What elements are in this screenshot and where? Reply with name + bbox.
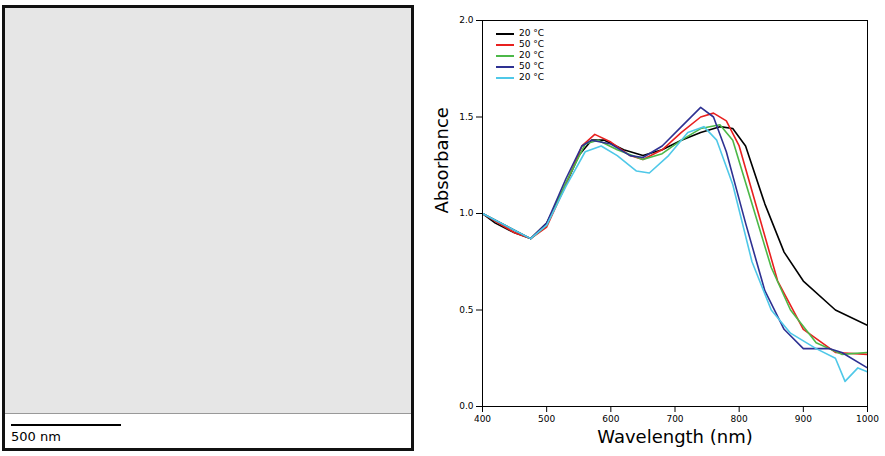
html-text:20 °C: 20 °C [519,50,545,60]
svg-text:400: 400 [474,414,491,424]
svg-text:600: 600 [602,414,619,424]
html-text:20 °C: 20 °C [519,72,545,82]
svg-text:800: 800 [731,414,748,424]
svg-text:0.5: 0.5 [459,305,473,315]
svg-text:1.0: 1.0 [459,208,474,218]
svg-text:Wavelength (nm): Wavelength (nm) [597,426,753,447]
svg-text:0.0: 0.0 [459,401,474,411]
svg-text:2.0: 2.0 [459,15,474,25]
html-text:500 nm: 500 nm [11,429,61,444]
svg-text:500: 500 [538,414,555,424]
html-text:50 °C: 50 °C [519,61,545,71]
html-text:50 °C: 50 °C [519,39,545,49]
html-text:20 °C: 20 °C [519,28,545,38]
svg-text:700: 700 [666,414,683,424]
svg-text:900: 900 [795,414,812,424]
svg-text:Absorbance: Absorbance [431,107,452,213]
svg-text:1000: 1000 [856,414,879,424]
svg-text:1.5: 1.5 [459,112,473,122]
